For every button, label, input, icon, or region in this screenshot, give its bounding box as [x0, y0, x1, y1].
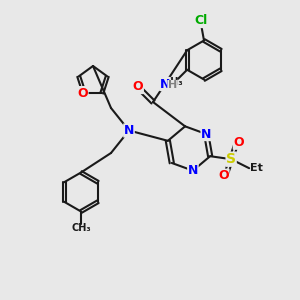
Text: O: O — [233, 136, 244, 149]
Text: CH₃: CH₃ — [71, 223, 91, 233]
Text: N: N — [201, 128, 211, 140]
Text: Et: Et — [250, 163, 263, 173]
Text: O: O — [218, 169, 229, 182]
Text: N: N — [124, 124, 134, 137]
Text: H: H — [168, 80, 177, 91]
Text: CH₃: CH₃ — [164, 77, 183, 87]
Text: N: N — [160, 77, 170, 91]
Text: O: O — [77, 87, 88, 100]
Text: N: N — [188, 164, 198, 177]
Text: O: O — [133, 80, 143, 94]
Text: S: S — [226, 152, 236, 166]
Text: Cl: Cl — [194, 14, 208, 28]
